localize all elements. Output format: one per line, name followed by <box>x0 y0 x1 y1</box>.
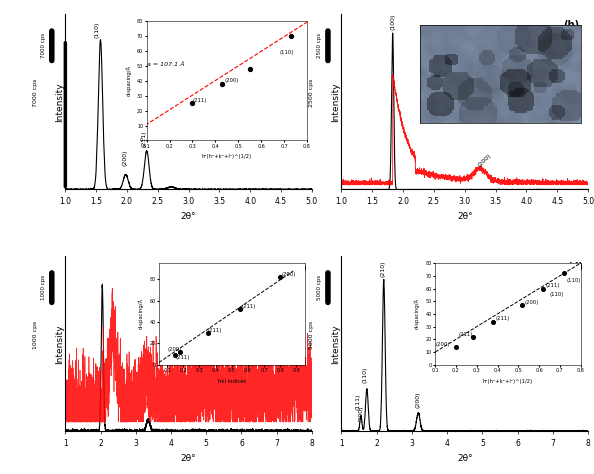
Text: (111): (111) <box>355 394 360 410</box>
Text: (100): (100) <box>390 13 395 30</box>
Text: 2500 cps: 2500 cps <box>317 33 322 58</box>
Text: (200): (200) <box>358 406 364 422</box>
Y-axis label: Intensity: Intensity <box>55 324 64 364</box>
Text: 5000 cps: 5000 cps <box>317 275 322 300</box>
Text: (211): (211) <box>141 130 146 147</box>
Y-axis label: Intensity: Intensity <box>55 82 64 122</box>
Text: (200): (200) <box>122 149 128 166</box>
Text: (110): (110) <box>95 21 100 38</box>
Text: (200): (200) <box>477 152 492 168</box>
Text: (b): (b) <box>563 20 579 30</box>
X-axis label: 2θ°: 2θ° <box>457 454 473 463</box>
X-axis label: 2θ°: 2θ° <box>457 212 473 221</box>
Text: 2500 cps: 2500 cps <box>309 79 314 107</box>
Text: (d): (d) <box>567 262 583 272</box>
Text: 5000 cps: 5000 cps <box>309 321 314 349</box>
Text: 1000 cps: 1000 cps <box>33 321 38 349</box>
X-axis label: 2θ°: 2θ° <box>181 212 197 221</box>
Text: (c): (c) <box>292 264 307 273</box>
Text: 1000 cps: 1000 cps <box>40 275 46 300</box>
Text: (200): (200) <box>416 391 421 408</box>
Text: 7000 cps: 7000 cps <box>33 79 38 107</box>
Text: 7000 cps: 7000 cps <box>40 33 46 58</box>
X-axis label: 2θ°: 2θ° <box>181 454 197 463</box>
Y-axis label: Intensity: Intensity <box>331 324 340 364</box>
Y-axis label: Intensity: Intensity <box>331 82 340 122</box>
Text: (210): (210) <box>381 261 386 277</box>
Text: (110): (110) <box>363 366 368 383</box>
Text: (a): (a) <box>287 31 303 41</box>
